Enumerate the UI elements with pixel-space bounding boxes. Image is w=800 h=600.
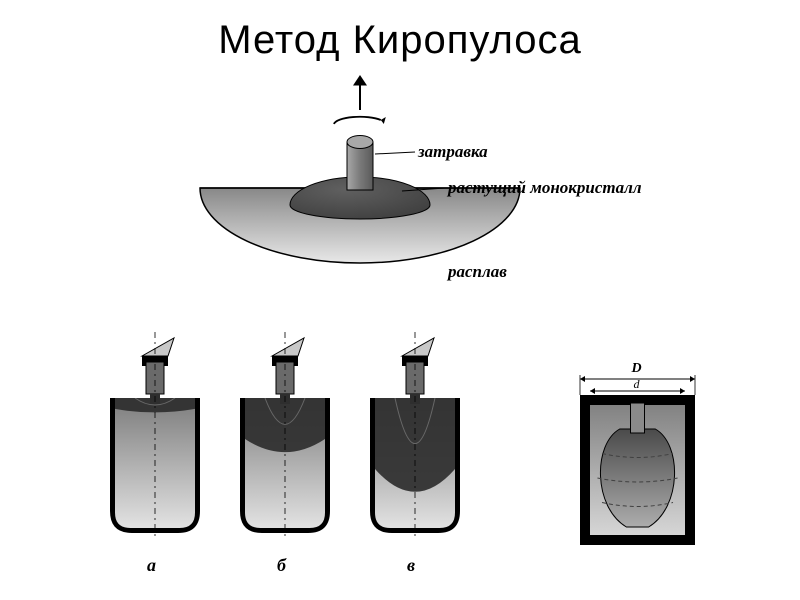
diagram-canvas bbox=[0, 0, 800, 600]
label-inner-dim: d bbox=[634, 377, 640, 392]
main-diagram bbox=[200, 75, 520, 263]
stage-label-b: б bbox=[277, 555, 286, 576]
label-outer-dim: D bbox=[632, 361, 642, 377]
label-melt: расплав bbox=[448, 262, 507, 282]
stage-label-a: а bbox=[147, 555, 156, 576]
label-crystal: растущий монокристалл bbox=[448, 178, 642, 198]
stages-diagram bbox=[110, 332, 460, 539]
stage-label-c: в bbox=[407, 555, 415, 576]
label-seed: затравка bbox=[418, 142, 488, 162]
side-diagram bbox=[580, 375, 695, 545]
